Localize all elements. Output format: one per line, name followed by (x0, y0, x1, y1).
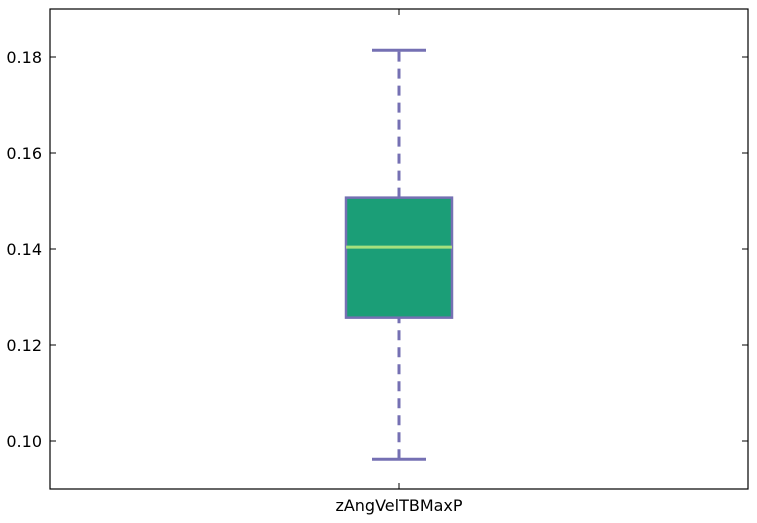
y-tick-label: 0.16 (6, 144, 42, 163)
box-group (344, 48, 454, 461)
y-axis-ticks: 0.10 0.12 0.14 0.16 0.18 (6, 48, 748, 451)
iqr-box (344, 196, 454, 319)
boxes-group (344, 48, 454, 461)
y-tick-label: 0.12 (6, 336, 42, 355)
y-tick-label: 0.10 (6, 432, 42, 451)
y-tick-label: 0.14 (6, 240, 42, 259)
y-tick-label: 0.18 (6, 48, 42, 67)
x-category-label: zAngVelTBMaxP (335, 496, 462, 515)
x-axis-ticks: zAngVelTBMaxP (335, 9, 463, 515)
